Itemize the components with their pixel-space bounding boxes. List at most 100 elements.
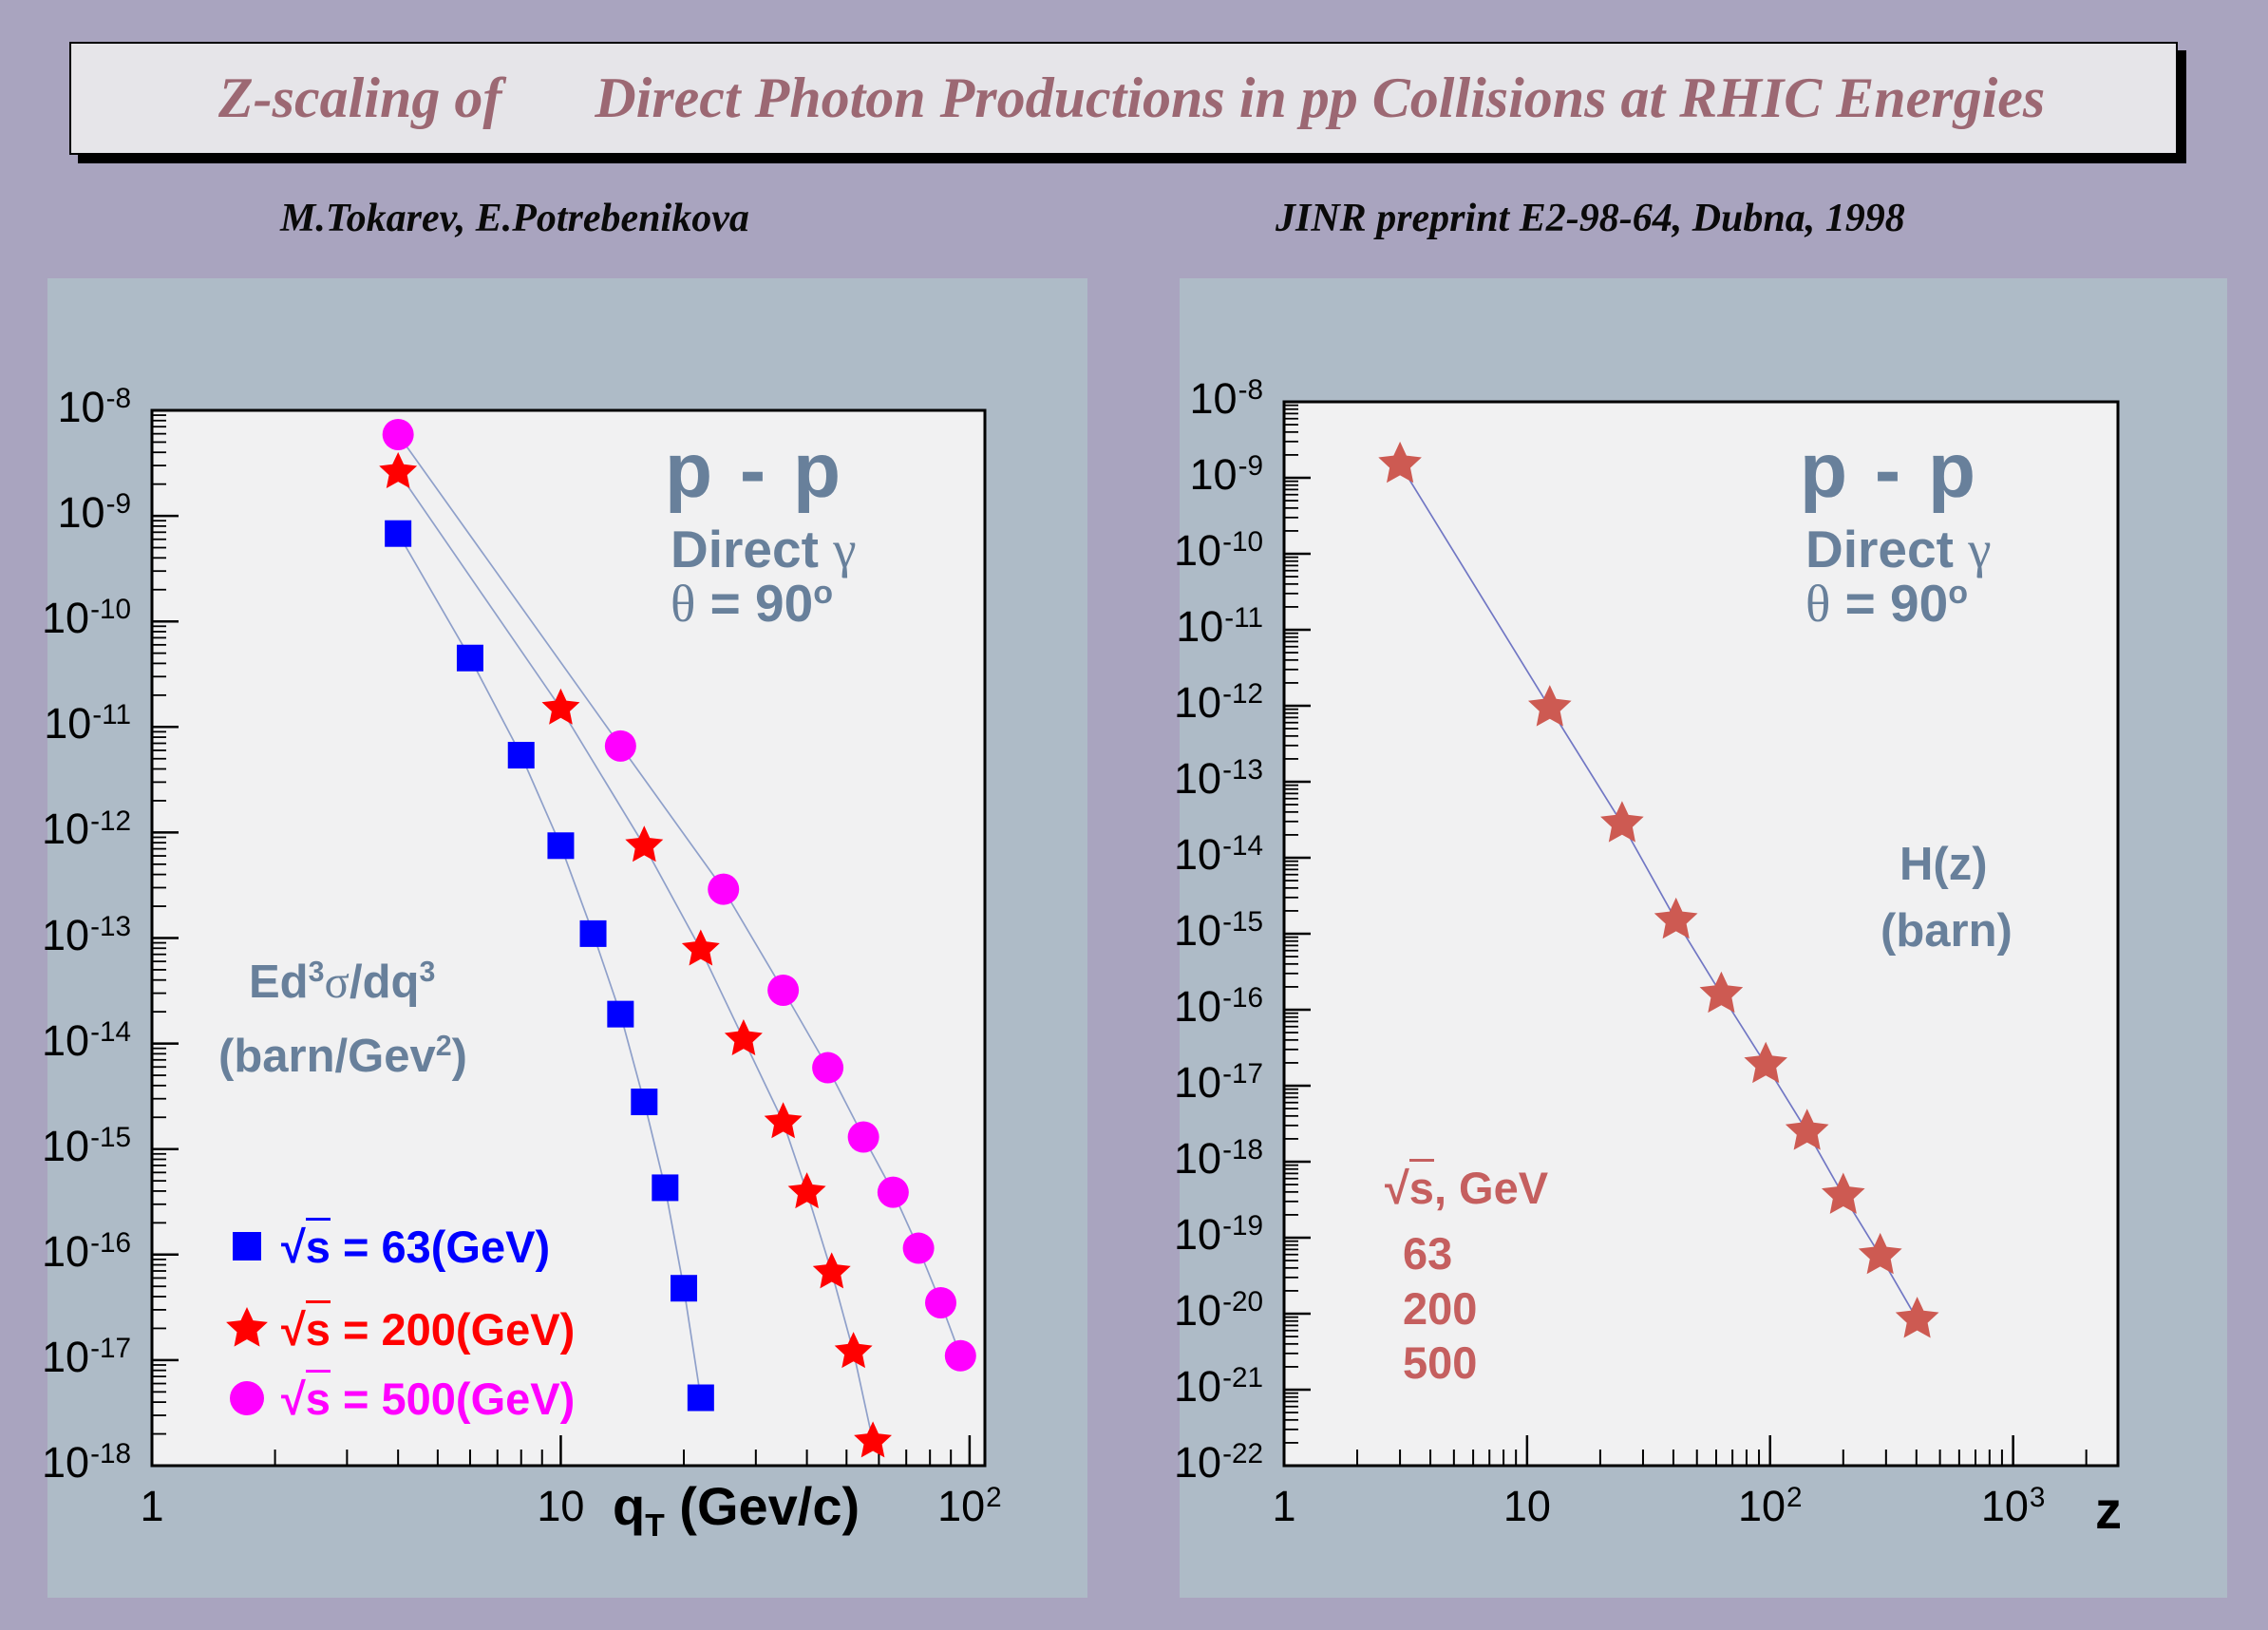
data-point-square [671,1275,698,1302]
series-line [397,533,702,1398]
preprint-reference: JINR preprint E2-98-64, Dubna, 1998 [1276,197,1905,240]
legend-label: √s = 63(GeV) [281,1217,550,1273]
axis-tick-label: 10-9 [1189,450,1263,499]
plot-frame [1282,400,2120,1468]
right-angle-label: θ = 90o [1805,574,1969,633]
data-point-star [787,1172,826,1209]
qt-unit: (Gev/c) [664,1476,860,1536]
axis-tick-label: 10-16 [42,1226,131,1276]
data-point-star [541,688,580,725]
hz-function-label: H(z) [1899,839,1988,890]
qt-sub: T [645,1507,665,1544]
data-point-star [1654,897,1698,939]
axis-tick-label: 102 [937,1482,1002,1530]
left-process-text: Direct [671,520,834,578]
data-point-square [233,1232,261,1260]
axis-tick-label: 10-12 [1174,678,1263,727]
degree-sup: o [1948,575,1969,612]
axis-tick-label: 10-8 [1189,374,1263,423]
data-point-star [1785,1109,1829,1150]
hz-unit-label: (barn) [1881,905,2013,957]
data-point-star [379,452,418,488]
data-point-circle [767,974,800,1006]
slide-title-part2: Direct Photon Productions in pp Collisio… [595,66,2046,129]
theta-symbol: θ [671,575,696,633]
axis-tick-label: 10-11 [44,699,131,749]
legend-item: √s = 63(GeV) [213,1215,550,1278]
data-point-star [1822,1172,1865,1214]
ylabel-exp3b: 3 [419,956,436,989]
right-process-label: Direct γ [1805,521,1992,578]
axis-tick-label: 10-17 [1174,1058,1263,1107]
ylabel-unit-close: ) [451,1031,467,1082]
title-banner: Z-scaling of Direct Photon Productions i… [69,42,2178,155]
axis-tick-label: 1 [1272,1482,1296,1530]
data-point-star [681,929,720,966]
axis-tick-label: 10-14 [1174,830,1263,879]
axis-tick-label: 10-14 [42,1015,131,1065]
data-point-circle [708,873,740,905]
energy-value: 500 [1403,1337,1478,1388]
data-point-star [764,1102,803,1139]
sqrt-icon: √ [1385,1163,1409,1213]
data-point-star [1699,971,1744,1014]
qt-base: q [613,1476,646,1536]
series-line [397,471,874,1442]
axis-tick-label: 10-13 [1174,754,1263,803]
axis-tick-label: 10 [537,1482,585,1530]
theta-symbol: θ [1805,575,1831,633]
right-process-text: Direct [1805,520,1969,578]
left-angle-label: θ = 90o [671,575,833,633]
legend-label: √s = 200(GeV) [281,1299,575,1355]
axis-tick-label: 10-17 [42,1332,131,1381]
legend-item: √s = 500(GeV) [213,1367,575,1430]
data-point-star [1378,441,1422,483]
right-angle-text: = 90 [1830,574,1949,633]
data-point-circle [812,1052,844,1084]
axis-tick-label: 10-19 [1174,1210,1263,1259]
energy-value: 63 [1403,1228,1453,1279]
axis-tick-label: 10-21 [1174,1362,1263,1411]
axis-tick-label: 10 [1503,1482,1551,1530]
data-point-star [1744,1041,1787,1084]
axis-tick-label: 10-12 [42,805,131,854]
axis-tick-label: 10-20 [1174,1286,1263,1335]
energy-list-header: √s, GeV [1385,1159,1549,1213]
data-point-square [652,1174,679,1202]
data-point-star [724,1019,763,1055]
legend-marker-star [226,1307,268,1347]
data-point-square [687,1384,714,1412]
ylabel-exp3a: 3 [308,956,325,989]
data-point-square [607,1000,634,1028]
left-yaxis-quantity-label: Ed3σ/dq3 [249,957,435,1008]
data-point-square [547,832,575,860]
right-reaction-label: p - p [1800,427,1979,514]
axis-tick-label: 1 [140,1482,164,1530]
axis-tick-label: 10-15 [42,1121,131,1170]
series-line [397,434,962,1356]
axis-tick-label: 10-16 [1174,982,1263,1031]
data-point-star [625,825,664,862]
right-xaxis-title: z [2095,1480,2122,1540]
series-line [1399,464,1918,1320]
data-point-star [226,1307,268,1347]
data-point-circle [944,1339,976,1372]
axis-tick-label: 10-9 [57,488,131,538]
data-point-square [456,644,483,672]
sqrt-arg: s [1408,1159,1434,1213]
axis-tick-label: 10-11 [1176,602,1263,651]
gamma-symbol: γ [1968,521,1992,578]
left-xaxis-title: qT (Gev/c) [613,1476,860,1543]
legend-label: √s = 500(GeV) [281,1369,575,1425]
gamma-symbol: γ [833,521,857,578]
data-point-square [579,919,607,947]
data-point-square [631,1089,658,1116]
legend-marker-square [233,1232,261,1260]
data-point-star [812,1252,851,1289]
ylabel-unit-exp: 2 [435,1030,452,1063]
data-point-star [854,1421,892,1458]
data-point-star [1528,685,1572,727]
energy-unit: , GeV [1433,1163,1549,1213]
